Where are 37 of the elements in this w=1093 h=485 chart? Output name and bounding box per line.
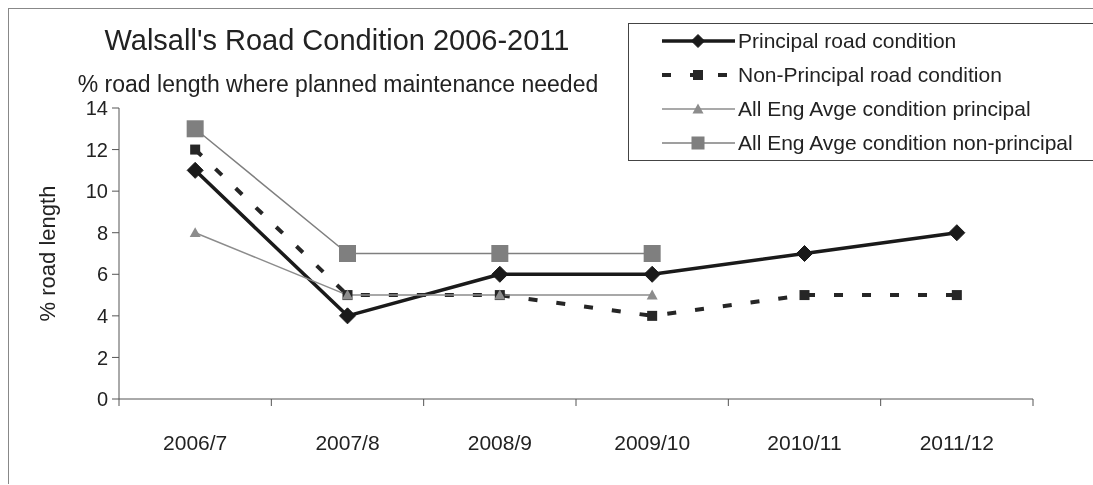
point (189, 227, 201, 238)
x-tick-label: 2010/11 (767, 431, 842, 454)
x-tick-label: 2006/7 (163, 431, 228, 454)
y-tick-label: 2 (96, 346, 108, 369)
chart-subtitle: % road length where planned maintenance needed (76, 70, 600, 98)
chart-title: Walsall's Road Condition 2006-2011 (103, 23, 571, 57)
point (951, 290, 962, 301)
x-tick-label: 2011/12 (919, 431, 995, 454)
y-tick-label: 0 (96, 388, 108, 411)
point (190, 144, 201, 155)
point (339, 245, 356, 262)
point (647, 310, 658, 321)
legend-label: Principal road condition (738, 29, 957, 53)
point (491, 245, 509, 262)
y-tick-label: 4 (96, 304, 108, 327)
x-tick-label: 2007/8 (315, 431, 380, 454)
y-tick-label: 12 (85, 138, 108, 161)
x-tick-label: 2008/9 (467, 431, 532, 454)
point (643, 265, 661, 283)
x-tick-label: 2009/10 (614, 431, 691, 454)
y-tick-label: 6 (96, 263, 108, 286)
y-tick-label: 10 (85, 180, 108, 203)
y-axis-title: % road length (34, 185, 60, 322)
point (186, 161, 204, 179)
point (796, 245, 813, 262)
legend-label: All Eng Avge condition principal (738, 97, 1031, 121)
point (646, 289, 658, 300)
y-tick-label: 8 (96, 221, 108, 244)
legend-label: Non-Principal road condition (738, 63, 1002, 87)
point (799, 290, 810, 301)
point (339, 307, 356, 325)
point (186, 120, 204, 138)
point (948, 224, 966, 242)
point (643, 245, 661, 262)
point (491, 265, 509, 283)
y-tick-label: 14 (85, 97, 108, 120)
legend-label: All Eng Avge condition non-principal (738, 131, 1073, 155)
